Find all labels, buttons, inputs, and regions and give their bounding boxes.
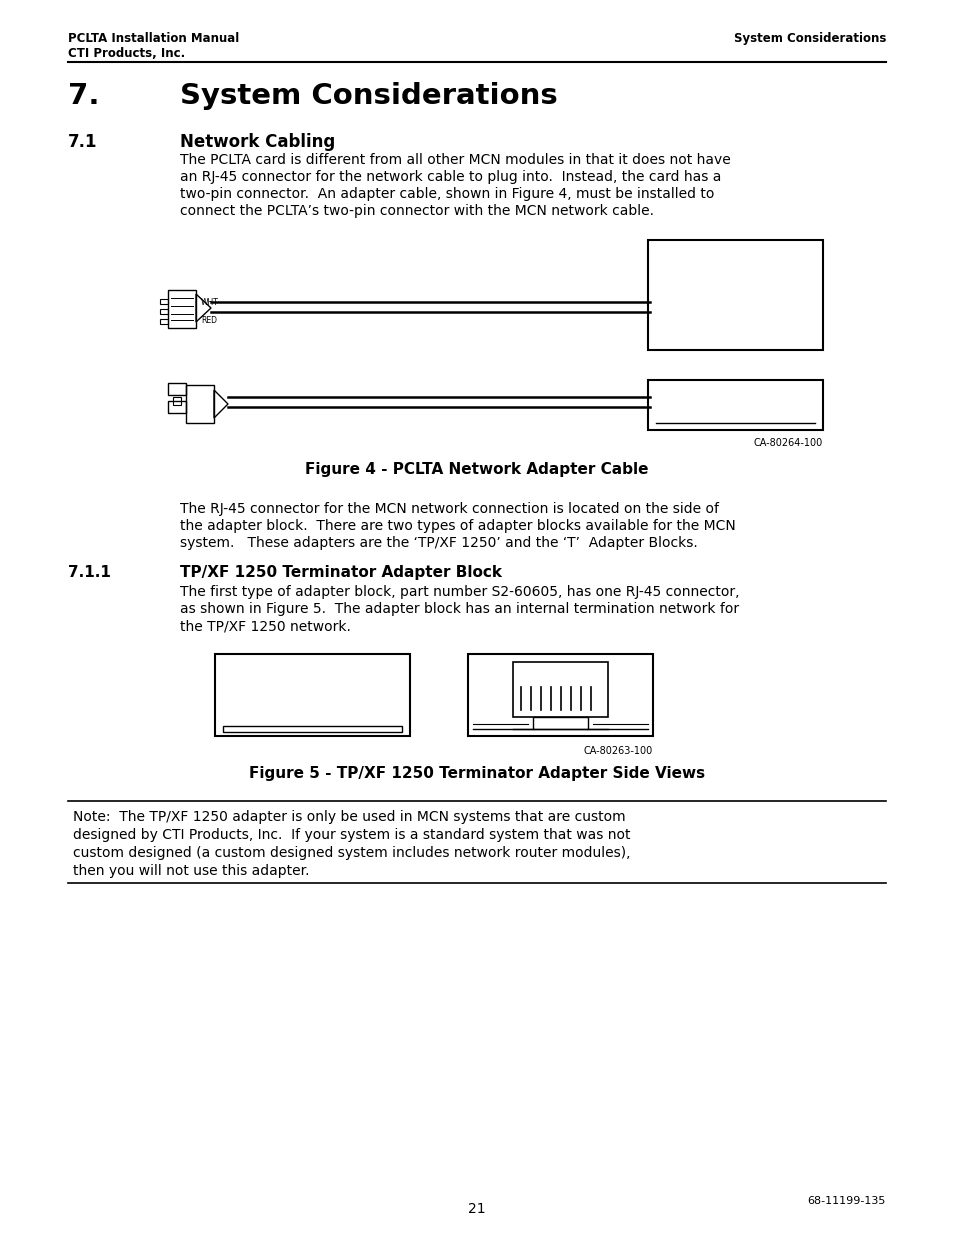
Text: then you will not use this adapter.: then you will not use this adapter. bbox=[73, 864, 309, 878]
Text: an RJ-45 connector for the network cable to plug into.  Instead, the card has a: an RJ-45 connector for the network cable… bbox=[180, 170, 720, 184]
Text: connect the PCLTA’s two-pin connector with the MCN network cable.: connect the PCLTA’s two-pin connector wi… bbox=[180, 204, 654, 219]
Text: 21: 21 bbox=[468, 1202, 485, 1216]
Text: System Considerations: System Considerations bbox=[180, 82, 558, 110]
Bar bbox=[160, 319, 168, 324]
Bar bbox=[160, 299, 168, 304]
Bar bbox=[214, 655, 410, 736]
Text: 7.: 7. bbox=[68, 82, 99, 110]
Bar bbox=[647, 380, 822, 430]
Text: Network Cabling: Network Cabling bbox=[180, 133, 335, 151]
Bar bbox=[647, 240, 822, 350]
Bar bbox=[160, 309, 168, 314]
Text: The PCLTA card is different from all other MCN modules in that it does not have: The PCLTA card is different from all oth… bbox=[180, 153, 730, 167]
Bar bbox=[186, 385, 213, 424]
Text: as shown in Figure 5.  The adapter block has an internal termination network for: as shown in Figure 5. The adapter block … bbox=[180, 601, 739, 616]
Text: PCLTA Installation Manual: PCLTA Installation Manual bbox=[68, 32, 239, 44]
Text: CTI Products, Inc.: CTI Products, Inc. bbox=[68, 47, 185, 61]
Text: system.   These adapters are the ‘TP/XF 1250’ and the ‘T’  Adapter Blocks.: system. These adapters are the ‘TP/XF 12… bbox=[180, 536, 697, 550]
Text: two-pin connector.  An adapter cable, shown in Figure 4, must be installed to: two-pin connector. An adapter cable, sho… bbox=[180, 186, 714, 201]
Bar bbox=[513, 662, 607, 718]
Bar bbox=[168, 401, 186, 412]
Bar bbox=[533, 718, 587, 729]
Text: Figure 4 - PCLTA Network Adapter Cable: Figure 4 - PCLTA Network Adapter Cable bbox=[305, 462, 648, 477]
Text: Figure 5 - TP/XF 1250 Terminator Adapter Side Views: Figure 5 - TP/XF 1250 Terminator Adapter… bbox=[249, 766, 704, 781]
Text: TP/XF 1250 Terminator Adapter Block: TP/XF 1250 Terminator Adapter Block bbox=[180, 564, 501, 580]
Text: the adapter block.  There are two types of adapter blocks available for the MCN: the adapter block. There are two types o… bbox=[180, 519, 735, 534]
Text: WHT: WHT bbox=[201, 298, 218, 308]
Text: CA-80264-100: CA-80264-100 bbox=[753, 438, 822, 448]
Text: Note:  The TP/XF 1250 adapter is only be used in MCN systems that are custom: Note: The TP/XF 1250 adapter is only be … bbox=[73, 810, 625, 824]
Bar bbox=[168, 290, 195, 329]
Text: The RJ-45 connector for the MCN network connection is located on the side of: The RJ-45 connector for the MCN network … bbox=[180, 501, 719, 516]
Text: The first type of adapter block, part number S2-60605, has one RJ-45 connector,: The first type of adapter block, part nu… bbox=[180, 585, 739, 599]
Text: 7.1: 7.1 bbox=[68, 133, 97, 151]
Text: CA-80263-100: CA-80263-100 bbox=[583, 746, 652, 756]
Bar bbox=[468, 655, 652, 736]
Text: designed by CTI Products, Inc.  If your system is a standard system that was not: designed by CTI Products, Inc. If your s… bbox=[73, 827, 630, 842]
Text: System Considerations: System Considerations bbox=[733, 32, 885, 44]
Text: custom designed (a custom designed system includes network router modules),: custom designed (a custom designed syste… bbox=[73, 846, 630, 860]
Text: the TP/XF 1250 network.: the TP/XF 1250 network. bbox=[180, 619, 351, 634]
Text: 68-11199-135: 68-11199-135 bbox=[807, 1195, 885, 1207]
Text: RED: RED bbox=[201, 316, 216, 325]
Bar bbox=[223, 726, 401, 732]
Bar bbox=[168, 383, 186, 395]
Bar bbox=[172, 396, 181, 405]
Text: 7.1.1: 7.1.1 bbox=[68, 564, 111, 580]
